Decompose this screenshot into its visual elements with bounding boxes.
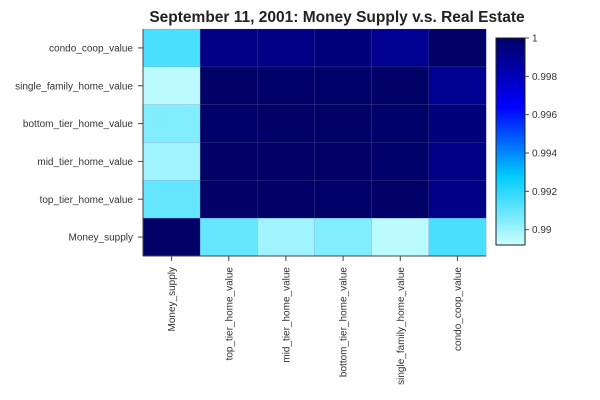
heatmap-cell [199,104,258,143]
heatmap-cell [257,180,315,219]
y-tick-label: top_tier_home_value [40,195,134,206]
heatmap-cells [142,28,487,257]
colorbar-bar [495,37,526,246]
heatmap-cell [199,66,258,106]
heatmap-cell [428,104,487,143]
y-tick-label: condo_coop_value [49,43,133,54]
heatmap-cell [257,217,315,257]
heatmap-cell [142,28,201,68]
heatmap-cell [257,28,315,68]
heatmap-cell [428,28,487,68]
x-tick-label: mid_tier_home_value [281,267,292,363]
heatmap-cell [371,66,430,106]
heatmap-cell [371,142,430,181]
heatmap-cell [314,142,373,181]
x-tick-label: bottom_tier_home_value [339,267,350,378]
heatmap-cell [371,28,430,68]
heatmap-cell [314,180,373,219]
heatmap-axes [142,29,486,257]
heatmap-cell [142,66,201,106]
x-tick-label: single_family_home_value [396,267,407,385]
colorbar-tick-label: 1 [532,34,538,45]
y-axis-labels: condo_coop_value single_family_home_value… [15,43,143,244]
heatmap-cell [142,142,201,181]
y-tick-label: bottom_tier_home_value [23,119,134,130]
heatmap-cell [314,28,373,68]
x-tick-label: Money_supply [167,267,178,331]
heatmap-cell [314,104,373,143]
x-tick-label: condo_coop_value [453,267,464,351]
colorbar: 1 0.998 0.996 0.994 0.992 0.99 [495,34,557,246]
heatmap-cell [199,180,258,219]
colorbar-tick-label: 0.994 [532,149,557,160]
heatmap-cell [199,217,258,257]
heatmap-cell [142,217,201,257]
heatmap-cell [142,180,201,219]
heatmap-cell [371,180,430,219]
heatmap-cell [428,142,487,181]
y-tick-label: mid_tier_home_value [37,157,133,168]
heatmap-cell [314,217,373,257]
chart-title: September 11, 2001: Money Supply v.s. Re… [149,9,525,26]
heatmap-cell [257,66,315,106]
heatmap-cell [371,104,430,143]
heatmap-cell [257,104,315,143]
y-tick-label: Money_supply [69,233,133,244]
heatmap-cell [428,66,487,106]
colorbar-tick-label: 0.99 [532,225,552,236]
heatmap-cell [142,104,201,143]
heatmap-cell [257,142,315,181]
heatmap-cell [428,180,487,219]
heatmap-cell [314,66,373,106]
heatmap-cell [199,142,258,181]
heatmap-cell [199,28,258,68]
x-axis-labels: Money_supply top_tier_home_value mid_tier_… [167,256,464,385]
heatmap-cell [371,217,430,257]
colorbar-tick-label: 0.998 [532,72,557,83]
colorbar-tick-label: 0.996 [532,110,557,121]
x-tick-label: top_tier_home_value [224,267,235,361]
colorbar-tick-label: 0.992 [532,187,557,198]
y-tick-label: single_family_home_value [15,81,133,92]
heatmap-cell [428,217,487,257]
